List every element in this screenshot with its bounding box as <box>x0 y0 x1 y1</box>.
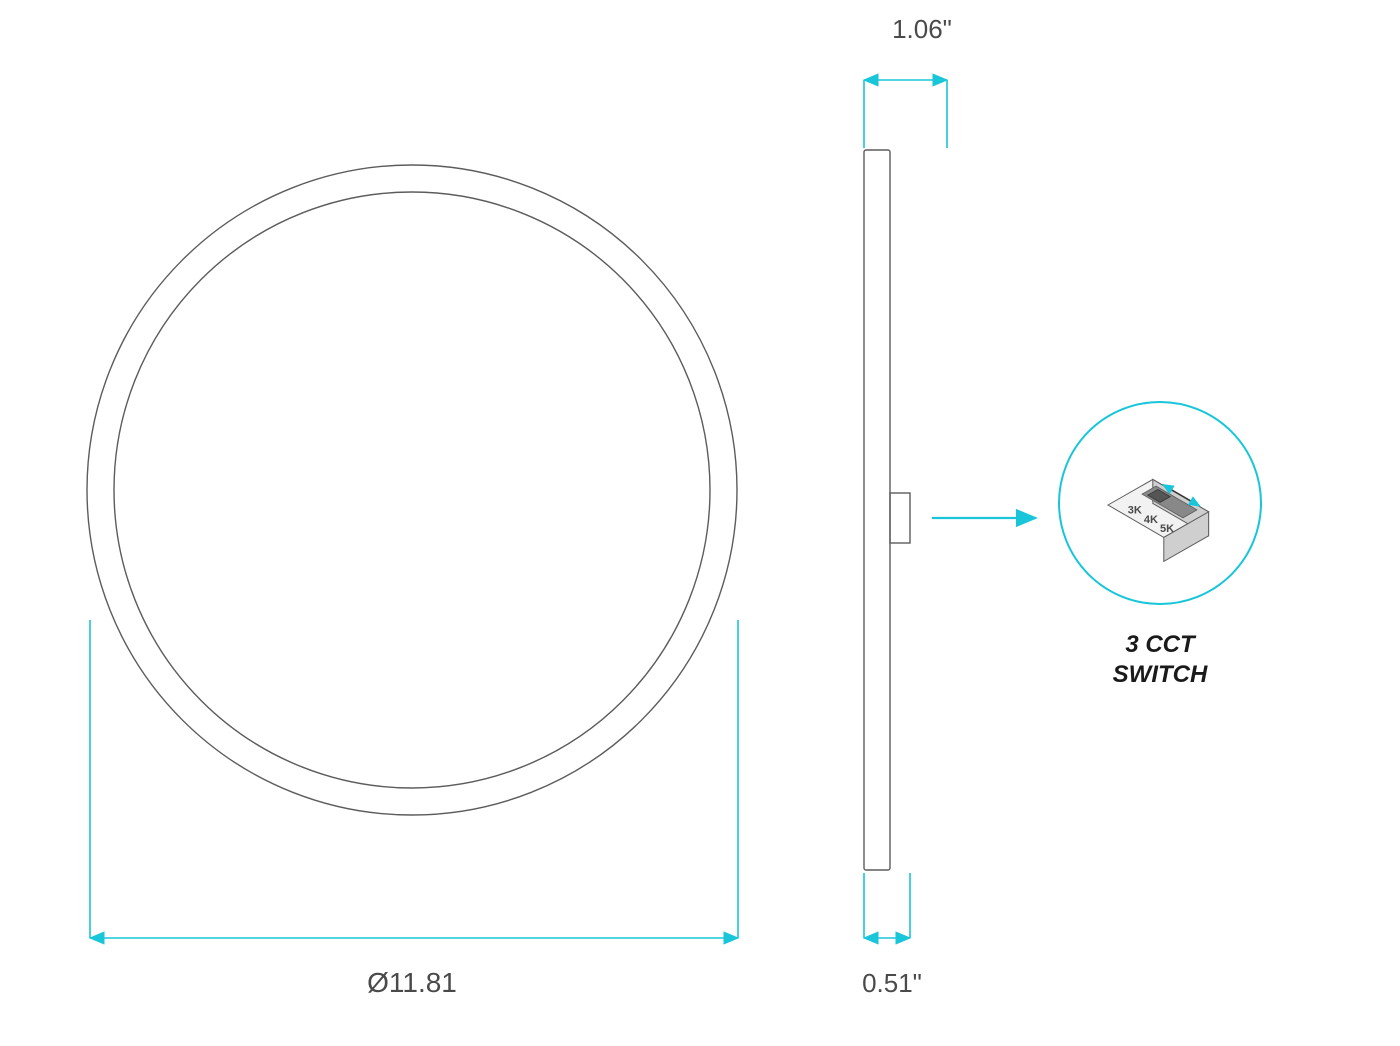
jbox-depth-label: 0.51" <box>862 968 922 998</box>
side-view <box>864 150 910 870</box>
dimension-body-thickness: 1.06" <box>864 14 952 148</box>
front-view <box>87 165 737 815</box>
switch-option-5k: 5K <box>1160 523 1174 535</box>
technical-drawing: Ø11.81 1.06" 0.51" 3K 4K 5K <box>0 0 1400 1046</box>
switch-option-4k: 4K <box>1144 514 1158 526</box>
dimension-diameter: Ø11.81 <box>90 620 738 998</box>
callout-label-line2: SWITCH <box>1113 661 1208 688</box>
diameter-label: Ø11.81 <box>367 967 457 998</box>
switch-option-3k: 3K <box>1128 504 1142 516</box>
thickness-label: 1.06" <box>892 14 952 44</box>
cct-switch-callout: 3K 4K 5K 3 CCT SWITCH <box>1059 402 1261 688</box>
callout-label-line1: 3 CCT <box>1125 631 1197 658</box>
dimension-jbox-depth: 0.51" <box>862 873 922 998</box>
